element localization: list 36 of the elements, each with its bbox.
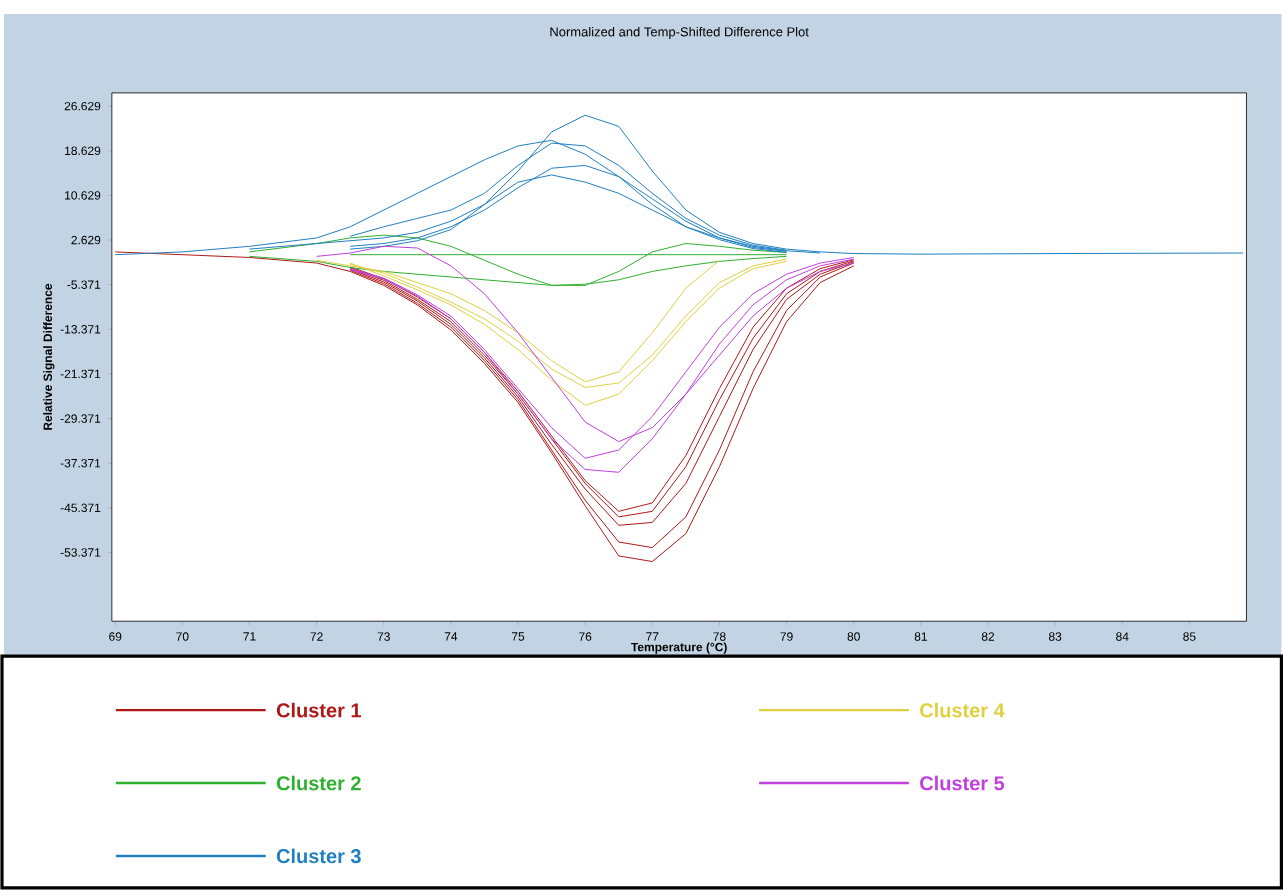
x-tick-label: 81 (914, 632, 927, 641)
y-axis-title: Relative Signal Difference (43, 283, 55, 430)
y-tick-label: 26.629 (64, 101, 101, 111)
y-tick-label: 2.629 (71, 235, 101, 245)
x-tick-label: 77 (646, 632, 659, 641)
x-tick-label: 83 (1048, 632, 1062, 641)
x-tick-label: 70 (176, 632, 189, 641)
text: Cluster 5 (920, 775, 1005, 791)
x-tick-label: 80 (847, 632, 860, 641)
x-tick-label: 75 (512, 632, 525, 641)
x-tick-label: 78 (713, 632, 726, 641)
x-tick-label: 79 (780, 632, 793, 641)
x-tick-label: 85 (1183, 632, 1196, 641)
y-tick-label: -5.371 (67, 280, 101, 289)
text: Cluster 1 (276, 702, 361, 718)
y-tick-label: -45.371 (60, 503, 101, 513)
x-tick-label: 71 (243, 632, 256, 641)
x-tick-label: 76 (579, 632, 592, 641)
text: Cluster 2 (276, 775, 361, 791)
y-tick-label: -29.371 (60, 414, 101, 423)
x-tick-label: 82 (981, 632, 995, 641)
text: Cluster 4 (920, 702, 1005, 718)
y-tick-label: -13.371 (60, 325, 101, 334)
y-tick-label: -53.371 (60, 548, 101, 557)
text: Cluster 3 (276, 848, 361, 864)
chart-title: Normalized and Temp-Shifted Difference Plot (550, 26, 809, 40)
y-tick-label: -21.371 (60, 369, 101, 379)
x-axis-title: Temperature (°C) (631, 642, 727, 654)
x-tick-label: 73 (377, 632, 390, 641)
y-tick-label: 18.629 (65, 146, 101, 156)
x-tick-label: 72 (310, 632, 323, 641)
y-tick-label: 10.629 (65, 191, 101, 200)
x-tick-label: 74 (444, 632, 458, 641)
x-tick-label: 84 (1116, 632, 1129, 641)
x-tick-label: 69 (109, 632, 122, 641)
y-tick-label: -37.371 (60, 458, 101, 468)
